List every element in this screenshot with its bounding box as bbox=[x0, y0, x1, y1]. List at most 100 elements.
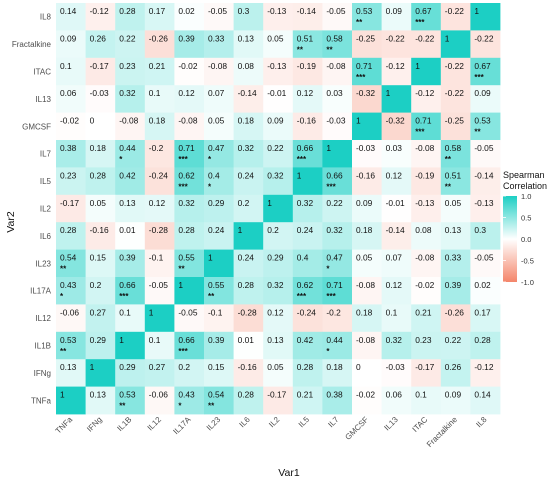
cell-value-label: 0.38 bbox=[326, 390, 343, 400]
cell-value-label: 0.13 bbox=[267, 335, 284, 345]
heatmap-cell bbox=[470, 386, 501, 415]
cell-value-label: 0.03 bbox=[326, 88, 343, 98]
y-tick-label: IL2 bbox=[40, 205, 52, 214]
heatmap-cell bbox=[263, 194, 294, 223]
heatmap-cell bbox=[263, 140, 294, 168]
heatmap-cell bbox=[56, 304, 86, 333]
cell-value-label: 0.53 bbox=[119, 390, 136, 400]
cell-value-label: 0.39 bbox=[119, 253, 136, 263]
cell-value-label: 0.43 bbox=[60, 280, 77, 290]
cell-value-label: -0.17 bbox=[60, 198, 79, 208]
cell-value-label: 0.29 bbox=[208, 198, 225, 208]
cell-value-label: 0.47 bbox=[208, 143, 225, 153]
cell-value-label: 1 bbox=[178, 280, 183, 290]
cell-value-label: 1 bbox=[60, 390, 65, 400]
heatmap-cell bbox=[56, 277, 86, 305]
heatmap-cell bbox=[85, 249, 116, 278]
heatmap-cell bbox=[56, 386, 86, 415]
heatmap-cell bbox=[470, 167, 501, 196]
y-tick-label: IL5 bbox=[40, 177, 52, 186]
cell-value-label: -0.16 bbox=[356, 170, 375, 180]
cell-value-label: -0.08 bbox=[119, 116, 138, 126]
cell-value-label: -0.01 bbox=[267, 88, 286, 98]
cell-value-label: 1 bbox=[149, 307, 154, 317]
cell-value-label: 0.05 bbox=[267, 33, 284, 43]
cell-value-label: 0.18 bbox=[356, 307, 373, 317]
heatmap-cell bbox=[292, 194, 323, 223]
cell-value-label: -0.06 bbox=[60, 307, 79, 317]
x-tick-label: GMCSF bbox=[343, 415, 370, 442]
heatmap-cell bbox=[322, 222, 353, 250]
y-tick-label: IL6 bbox=[40, 232, 52, 241]
heatmap-cell bbox=[470, 140, 501, 168]
heatmap-cell bbox=[263, 249, 294, 278]
heatmap-cell bbox=[174, 222, 205, 250]
cell-value-label: -0.08 bbox=[415, 143, 434, 153]
heatmap-cell bbox=[381, 222, 412, 250]
cell-significance-label: * bbox=[60, 292, 64, 301]
heatmap-cell bbox=[440, 57, 471, 86]
heatmap-cell bbox=[322, 140, 353, 168]
cell-value-label: 0.27 bbox=[149, 362, 166, 372]
cell-value-label: 0.28 bbox=[238, 390, 255, 400]
cell-value-label: 1 bbox=[267, 198, 272, 208]
heatmap-cell bbox=[352, 277, 382, 305]
heatmap-cell bbox=[292, 85, 323, 113]
cell-value-label: 0.32 bbox=[326, 225, 343, 235]
cell-value-label: 0.08 bbox=[415, 225, 432, 235]
y-tick-label: IL8 bbox=[40, 13, 52, 22]
heatmap-cell bbox=[470, 304, 501, 333]
cell-value-label: 1 bbox=[356, 116, 361, 126]
cell-value-label: 0.71 bbox=[326, 280, 343, 290]
cell-value-label: 0.09 bbox=[356, 198, 373, 208]
cell-value-label: 0.1 bbox=[149, 335, 161, 345]
heatmap-cell bbox=[263, 277, 294, 305]
heatmap-cell bbox=[440, 30, 471, 59]
heatmap-cell bbox=[56, 167, 86, 196]
cell-value-label: 1 bbox=[238, 225, 243, 235]
legend-colorbar bbox=[503, 196, 517, 282]
heatmap-cell bbox=[381, 140, 412, 168]
cell-significance-label: *** bbox=[356, 73, 366, 82]
cell-value-label: 0.13 bbox=[238, 33, 255, 43]
cell-value-label: 0.53 bbox=[60, 335, 77, 345]
cell-value-label: -0.2 bbox=[149, 143, 164, 153]
cell-value-label: 0.44 bbox=[326, 335, 343, 345]
y-tick-label: IL17A bbox=[30, 287, 52, 296]
heatmap-cell bbox=[115, 140, 146, 168]
heatmap-cell bbox=[352, 167, 382, 196]
cell-value-label: 0.44 bbox=[119, 143, 136, 153]
heatmap-cell bbox=[144, 386, 175, 415]
heatmap-cell bbox=[470, 359, 501, 387]
heatmap-cell bbox=[411, 112, 442, 141]
cell-value-label: 0.09 bbox=[267, 116, 284, 126]
cell-value-label: 0.66 bbox=[297, 143, 314, 153]
heatmap-cell bbox=[263, 331, 294, 360]
cell-value-label: 1 bbox=[326, 143, 331, 153]
cell-value-label: -0.13 bbox=[415, 198, 434, 208]
y-axis-title: Var2 bbox=[5, 211, 17, 233]
cell-value-label: 0.23 bbox=[415, 335, 432, 345]
cell-value-label: -0.22 bbox=[445, 6, 464, 16]
heatmap-cell bbox=[322, 85, 353, 113]
heatmap-cell bbox=[233, 85, 264, 113]
heatmap-cell bbox=[263, 85, 294, 113]
heatmap-cell bbox=[85, 57, 116, 86]
heatmap-cell bbox=[115, 85, 146, 113]
cell-value-label: -0.03 bbox=[90, 88, 109, 98]
cell-value-label: -0.28 bbox=[149, 225, 168, 235]
heatmap-cell bbox=[411, 140, 442, 168]
heatmap-cell bbox=[174, 277, 205, 305]
heatmap-cell bbox=[85, 386, 116, 415]
cell-value-label: 0.28 bbox=[297, 362, 314, 372]
cell-value-label: 0.47 bbox=[326, 253, 343, 263]
cell-value-label: 1 bbox=[90, 362, 95, 372]
x-tick-label: IL17A bbox=[171, 415, 193, 437]
cell-value-label: 0.22 bbox=[119, 33, 136, 43]
heatmap-cell bbox=[204, 386, 234, 415]
cell-value-label: 0.32 bbox=[267, 170, 284, 180]
cell-value-label: 0.01 bbox=[238, 335, 255, 345]
cell-value-label: 0.28 bbox=[474, 335, 491, 345]
cell-value-label: -0.17 bbox=[267, 390, 286, 400]
